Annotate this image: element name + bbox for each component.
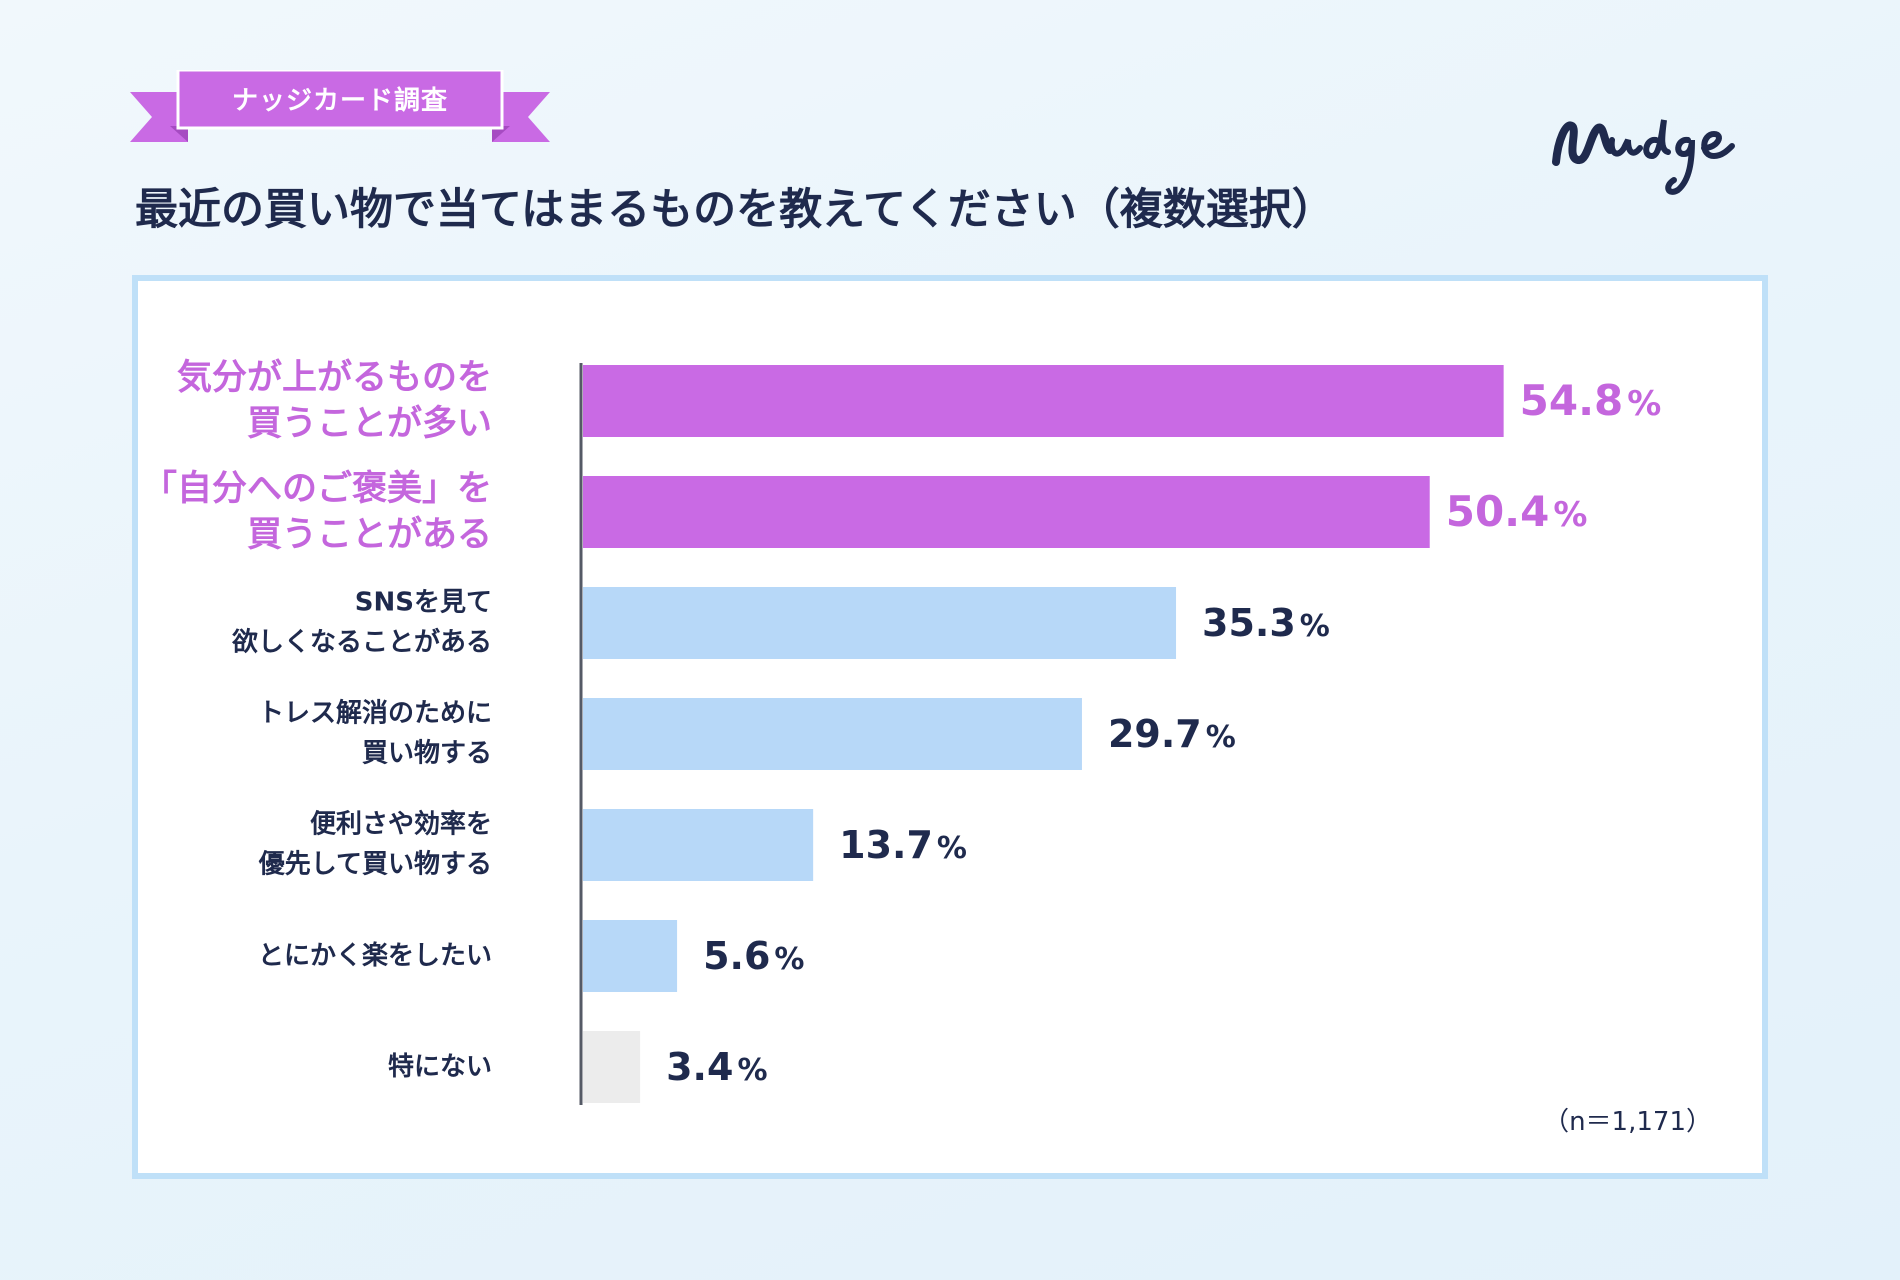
bar-chart: 54.8 % 50.4 % 35.3 % 29.7 % 13.7 % 5.6 % 3.4%: [579, 363, 1662, 1105]
category-label-6: 特にない: [387, 1051, 492, 1082]
bar-6: [583, 1031, 641, 1103]
category-label-3: トレス解消のために 買い物する: [257, 698, 492, 769]
badge-label: ナッジカード調査: [231, 85, 448, 116]
value-label-5: 5.6%: [703, 934, 804, 978]
category-label-5: とにかく楽をしたい: [257, 940, 492, 971]
value-label-0: 54.8%: [1520, 376, 1662, 425]
value-label-2: 35.3%: [1202, 601, 1330, 645]
sample-size-note: （n＝1,171）: [1543, 1107, 1712, 1137]
category-label-0: 気分が上がるものを 買うことが多い: [176, 357, 492, 444]
ribbon-icon: [130, 70, 550, 142]
chart-panel: 54.8% 50.4% 35.3% 29.7% 13.7% 5.6% 3.4% 気分が上がる…: [132, 275, 1768, 1179]
value-label-3: 29.7%: [1108, 712, 1236, 756]
bar-4: [583, 809, 814, 881]
value-label-1: 50.4%: [1446, 487, 1588, 536]
category-label-4: 便利さや効率を 優先して買い物する: [258, 809, 492, 880]
ribbon-left-tail: [130, 92, 188, 142]
survey-badge: ナッジカード調査: [130, 70, 550, 150]
bar-1: [583, 476, 1430, 548]
value-label-6: 3.4%: [666, 1045, 767, 1089]
bar-5: [583, 920, 678, 992]
bar-2: [583, 587, 1177, 659]
nudge-logo: [1548, 100, 1758, 220]
category-label-1: 「自分へのご褒美」を 買うことがある: [141, 468, 492, 555]
bar-3: [583, 698, 1082, 770]
ribbon-right-tail: [492, 92, 550, 142]
page-title: 最近の買い物で当てはまるものを教えてください（複数選択）: [135, 185, 1335, 235]
ribbon-face: [176, 70, 504, 130]
nudge-logo-icon: [1552, 119, 1735, 195]
bar-0: [583, 365, 1504, 437]
value-label-4: 13.7%: [839, 823, 967, 867]
category-label-2: SNSを見て 欲しくなることがある: [231, 587, 492, 658]
ribbon-right-fold: [492, 126, 510, 142]
ribbon-left-fold: [170, 126, 188, 142]
